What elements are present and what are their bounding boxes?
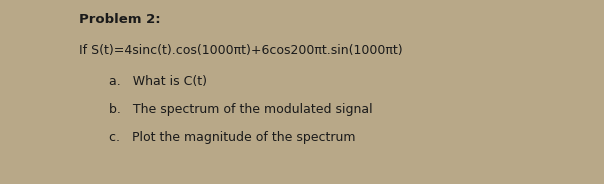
Text: a.   What is C(t): a. What is C(t) [109, 75, 207, 89]
Text: Problem 2:: Problem 2: [79, 13, 160, 26]
Text: c.   Plot the magnitude of the spectrum: c. Plot the magnitude of the spectrum [109, 131, 355, 144]
Text: If S(t)=4sinc(t).cos(1000πt)+6cos200πt.sin(1000πt): If S(t)=4sinc(t).cos(1000πt)+6cos200πt.s… [79, 44, 402, 57]
Text: b.   The spectrum of the modulated signal: b. The spectrum of the modulated signal [109, 103, 372, 116]
